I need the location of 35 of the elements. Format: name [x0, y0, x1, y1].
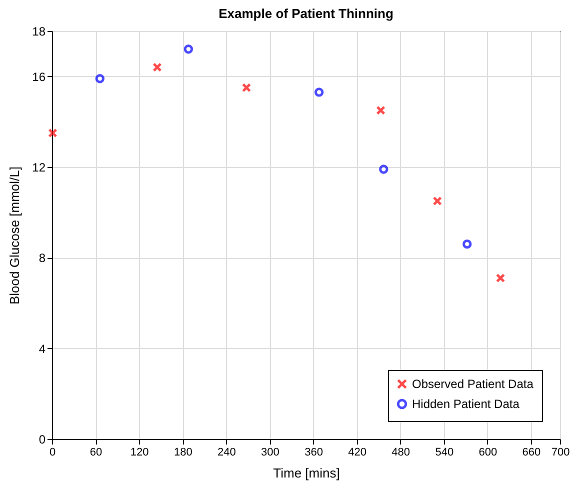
x-tick-label: 700 [551, 446, 570, 458]
x-tick-label: 660 [522, 446, 541, 458]
x-tick-label: 540 [435, 446, 454, 458]
legend-label: Observed Patient Data [412, 377, 534, 391]
point [432, 196, 442, 206]
point [184, 44, 194, 54]
y-tick-label: 16 [32, 70, 46, 84]
chart-title: Example of Patient Thinning [218, 6, 394, 21]
y-tick-label: 4 [38, 342, 46, 356]
x-tick-label: 0 [49, 446, 56, 458]
x-tick-label: 600 [478, 446, 498, 458]
x-axis-title: Time [mins] [273, 466, 340, 480]
x-tick-label: 420 [348, 446, 366, 458]
y-tick-label: 12 [32, 160, 46, 174]
x-tick-label: 240 [217, 446, 236, 458]
x-tick-label: 300 [261, 446, 280, 458]
y-axis-title: Blood Glucose [mmol/L] [7, 166, 22, 305]
legend-label: Hidden Patient Data [412, 397, 520, 411]
point [379, 164, 388, 174]
y-tick-label: 0 [38, 432, 46, 446]
x-tick-label: 180 [174, 446, 192, 458]
point [242, 83, 252, 92]
x-tick-label: 120 [130, 446, 149, 458]
x-tick-label: 360 [304, 446, 323, 458]
y-tick-label: 8 [38, 251, 46, 266]
point [496, 273, 506, 283]
point [376, 106, 386, 115]
point [314, 88, 324, 97]
point [462, 239, 472, 249]
x-tick-label: 480 [392, 446, 410, 458]
y-tick-label: 18 [32, 24, 46, 38]
point [152, 62, 162, 72]
point [95, 74, 104, 84]
x-tick-label: 60 [90, 446, 102, 458]
point [48, 128, 58, 138]
